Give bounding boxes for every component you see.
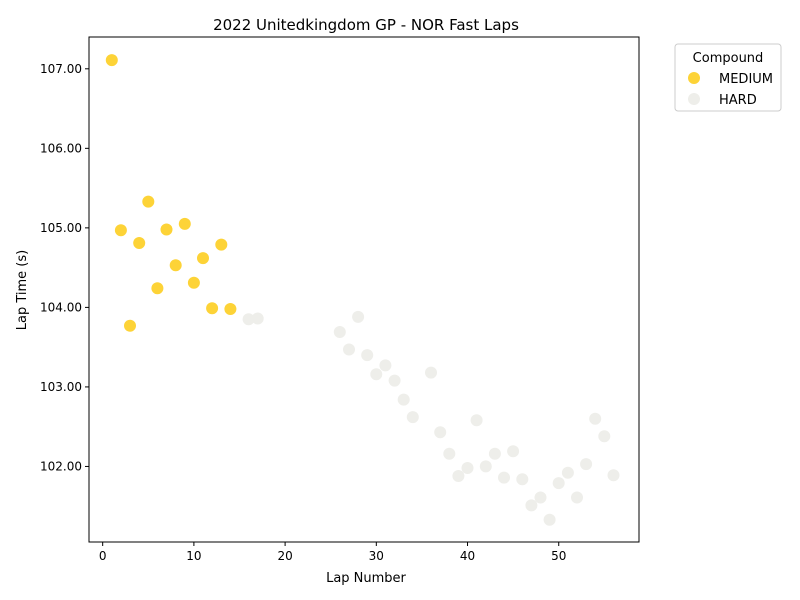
data-point-hard-lap-28 <box>352 310 365 323</box>
x-tick-label: 50 <box>551 549 566 563</box>
data-point-medium-lap-1 <box>105 54 118 67</box>
data-point-hard-lap-38 <box>443 447 456 460</box>
y-tick-label: 107.00 <box>40 62 82 76</box>
data-point-hard-lap-56 <box>607 469 620 482</box>
data-point-hard-lap-39 <box>452 470 465 482</box>
data-point-hard-lap-40 <box>461 462 474 474</box>
legend-label-hard: HARD <box>719 93 757 108</box>
chart-title: 2022 Unitedkingdom GP - NOR Fast Laps <box>213 16 519 34</box>
data-point-hard-lap-26 <box>333 326 346 338</box>
y-tick-label: 102.00 <box>40 459 82 473</box>
data-point-hard-lap-36 <box>425 366 437 379</box>
data-point-hard-lap-45 <box>507 445 520 458</box>
data-point-medium-lap-12 <box>206 302 219 315</box>
data-point-hard-lap-44 <box>498 471 510 484</box>
data-point-medium-lap-6 <box>151 282 164 295</box>
data-point-hard-lap-33 <box>397 393 410 406</box>
data-point-medium-lap-4 <box>133 237 146 249</box>
data-point-medium-lap-2 <box>114 224 127 237</box>
data-point-hard-lap-48 <box>534 491 547 504</box>
x-tick-label: 40 <box>460 549 475 563</box>
data-point-hard-lap-29 <box>361 349 374 362</box>
data-point-medium-lap-7 <box>160 223 173 236</box>
data-point-hard-lap-52 <box>571 491 583 504</box>
legend-marker-hard <box>688 93 700 105</box>
data-point-medium-lap-10 <box>187 276 200 289</box>
y-tick-label: 106.00 <box>40 141 82 155</box>
x-axis: 0 10 20 30 40 50 <box>99 542 566 563</box>
legend-marker-medium <box>688 72 700 84</box>
data-point-hard-lap-43 <box>488 447 501 460</box>
legend-title: Compound <box>693 51 764 66</box>
data-point-hard-lap-32 <box>388 374 401 387</box>
y-axis: 102.00 103.00 104.00 105.00 106.00 107.00 <box>40 62 89 473</box>
y-tick-label: 105.00 <box>40 221 82 235</box>
data-point-medium-lap-14 <box>224 303 237 315</box>
data-point-hard-lap-47 <box>525 499 538 512</box>
y-tick-label: 104.00 <box>40 300 82 314</box>
x-tick-label: 0 <box>99 549 107 563</box>
data-point-hard-lap-16 <box>242 313 255 326</box>
data-point-hard-lap-55 <box>598 430 611 443</box>
plot-frame <box>88 36 640 543</box>
plot-points <box>105 54 620 526</box>
x-tick-label: 10 <box>186 549 201 563</box>
data-point-hard-lap-54 <box>589 412 602 425</box>
data-point-medium-lap-3 <box>124 319 136 332</box>
data-point-medium-lap-13 <box>215 238 228 251</box>
x-axis-label: Lap Number <box>326 571 406 586</box>
data-point-hard-lap-41 <box>470 414 483 427</box>
x-tick-label: 30 <box>369 549 384 563</box>
data-point-hard-lap-49 <box>543 513 556 526</box>
legend: Compound MEDIUM HARD <box>674 43 782 112</box>
data-point-hard-lap-37 <box>434 426 447 439</box>
data-point-medium-lap-11 <box>197 252 209 265</box>
x-tick-label: 20 <box>277 549 292 563</box>
legend-label-medium: MEDIUM <box>719 72 773 87</box>
data-point-hard-lap-51 <box>561 466 574 479</box>
data-point-hard-lap-46 <box>516 473 529 486</box>
data-point-medium-lap-5 <box>142 195 155 208</box>
data-point-hard-lap-34 <box>406 411 419 424</box>
data-point-hard-lap-50 <box>552 477 565 490</box>
data-point-medium-lap-9 <box>178 217 191 230</box>
y-axis-label: Lap Time (s) <box>15 250 30 330</box>
data-point-hard-lap-42 <box>479 460 492 473</box>
data-point-hard-lap-27 <box>343 343 355 356</box>
data-point-hard-lap-53 <box>580 458 593 471</box>
y-tick-label: 103.00 <box>40 380 82 394</box>
data-point-hard-lap-31 <box>379 359 392 372</box>
legend-box <box>674 43 782 112</box>
data-point-hard-lap-30 <box>370 368 383 381</box>
data-point-medium-lap-8 <box>169 259 182 272</box>
data-point-hard-lap-17 <box>251 312 264 325</box>
